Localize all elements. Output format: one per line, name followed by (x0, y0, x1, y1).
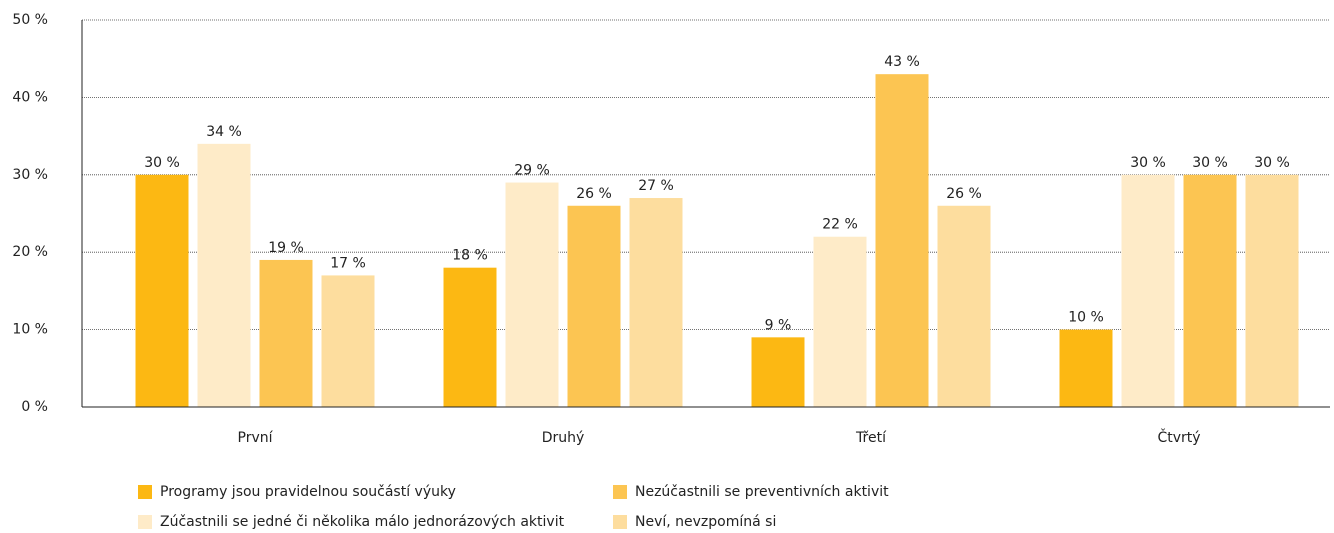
data-label: 17 % (330, 255, 366, 271)
bar (875, 74, 929, 408)
bar (505, 182, 559, 407)
y-tick-label: 10 % (12, 322, 48, 338)
data-label: 18 % (452, 248, 488, 264)
y-tick-label: 50 % (12, 12, 48, 28)
bar (197, 143, 251, 407)
data-label: 30 % (1192, 155, 1228, 171)
y-tick-label: 20 % (12, 244, 48, 260)
data-label: 10 % (1068, 310, 1104, 326)
bar (321, 275, 375, 407)
legend-label: Programy jsou pravidelnou součástí výuky (160, 484, 456, 500)
data-label: 30 % (1130, 155, 1166, 171)
bar (751, 337, 805, 407)
x-tick-label: Třetí (855, 430, 887, 446)
data-label: 29 % (514, 163, 550, 179)
bar (629, 198, 683, 407)
bar (937, 205, 991, 407)
data-label: 22 % (822, 217, 858, 233)
data-label: 26 % (946, 186, 982, 202)
bar (813, 236, 867, 407)
legend-swatch (613, 515, 627, 529)
data-label: 30 % (1254, 155, 1290, 171)
data-label: 27 % (638, 178, 674, 194)
bar (1183, 174, 1237, 407)
bar (259, 259, 313, 407)
bar (443, 267, 497, 407)
data-label: 34 % (206, 124, 242, 140)
bar (1245, 174, 1299, 407)
y-tick-label: 30 % (12, 167, 48, 183)
data-label: 9 % (765, 317, 792, 333)
bar (135, 174, 189, 407)
legend-swatch (138, 485, 152, 499)
legend-label: Zúčastnili se jedné či několika málo jed… (160, 514, 565, 530)
legend-swatch (613, 485, 627, 499)
x-tick-label: Druhý (542, 430, 585, 446)
legend-label: Neví, nevzpomíná si (635, 514, 776, 530)
data-label: 43 % (884, 54, 920, 70)
x-tick-label: Čtvrtý (1157, 428, 1200, 446)
data-label: 26 % (576, 186, 612, 202)
y-tick-label: 0 % (21, 399, 48, 415)
data-label: 19 % (268, 240, 304, 256)
data-label: 30 % (144, 155, 180, 171)
legend-label: Nezúčastnili se preventivních aktivit (635, 484, 889, 500)
bar (1121, 174, 1175, 407)
legend-swatch (138, 515, 152, 529)
y-tick-label: 40 % (12, 89, 48, 105)
bar (567, 205, 621, 407)
x-tick-label: První (238, 430, 274, 446)
bar (1059, 329, 1113, 407)
